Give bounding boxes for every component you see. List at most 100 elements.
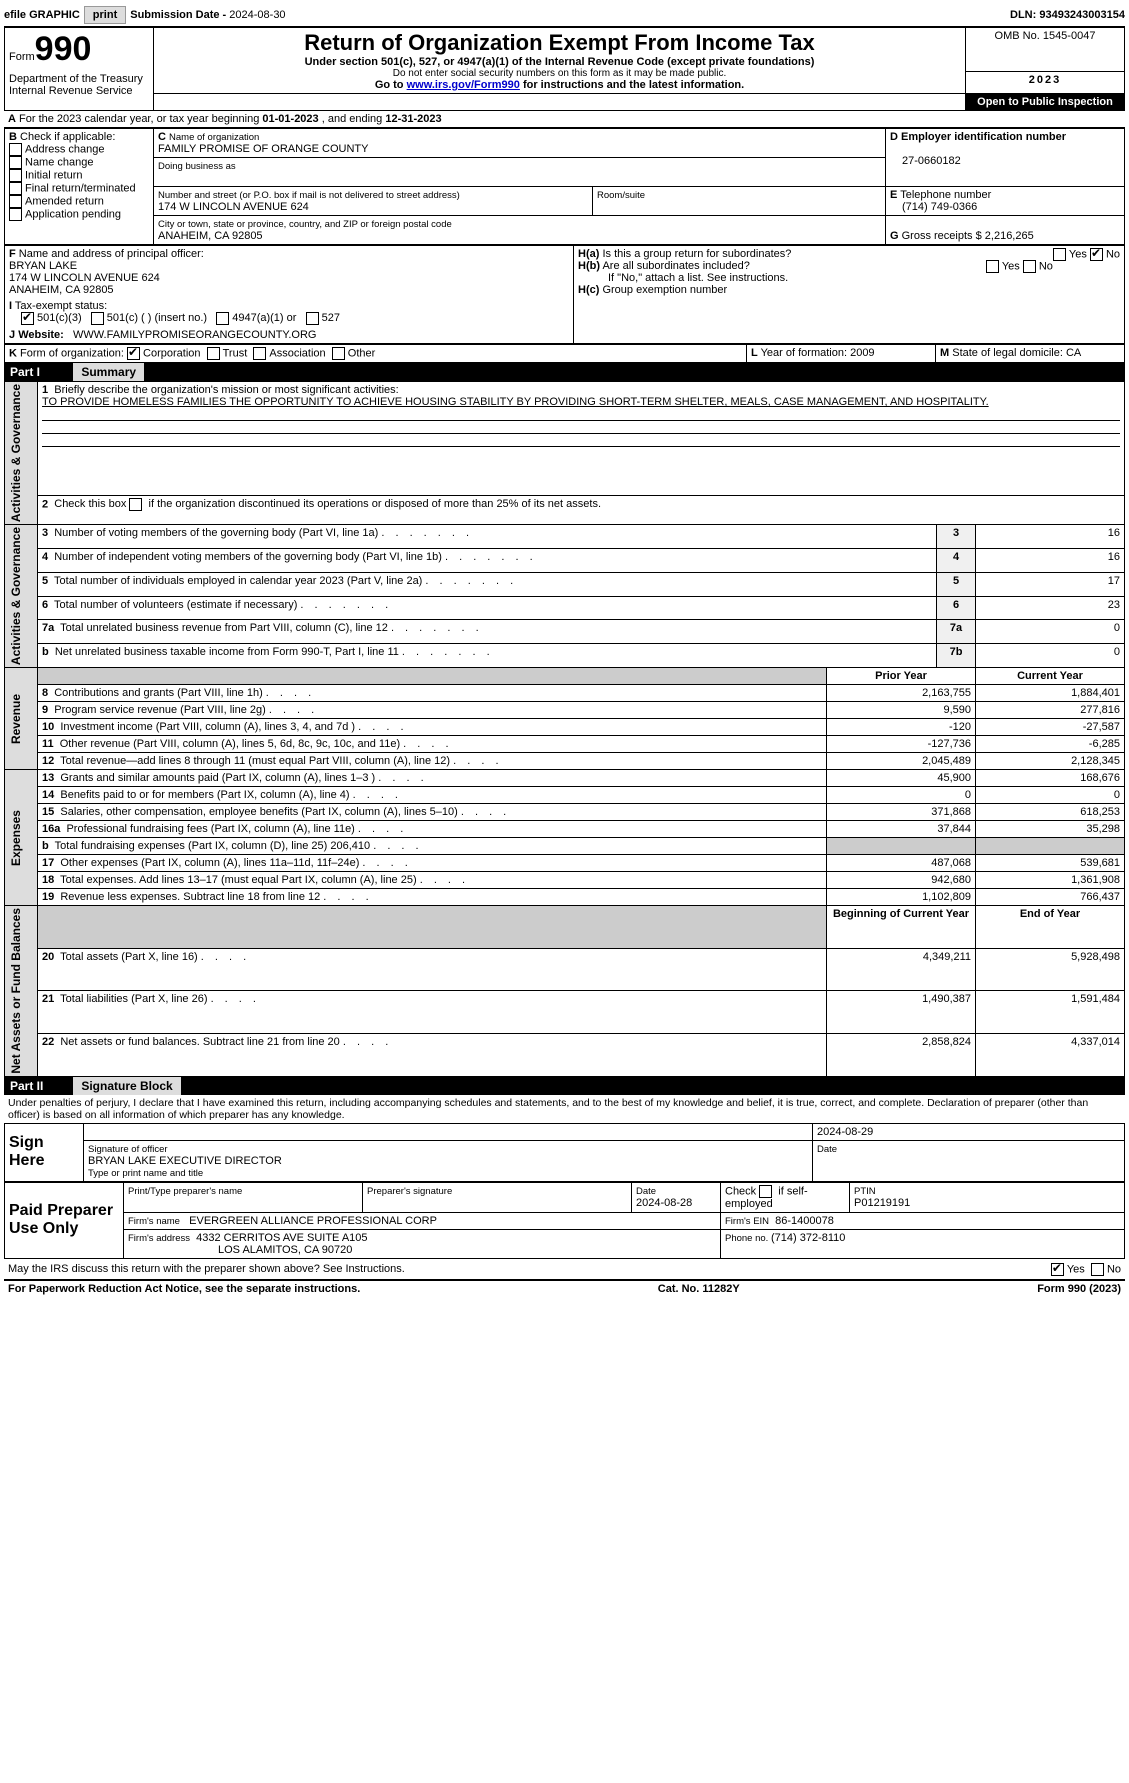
form-subtitle-3: Go to www.irs.gov/Form990 for instructio… (158, 79, 961, 91)
state-domicile: CA (1066, 347, 1081, 359)
net-table: Net Assets or Fund Balances Beginning of… (4, 905, 1125, 1077)
perjury-declaration: Under penalties of perjury, I declare th… (4, 1095, 1125, 1123)
form-org-label: Form of organization: (20, 347, 124, 359)
year-formation-label: Year of formation: (761, 347, 850, 359)
l2-checkbox[interactable] (129, 498, 142, 511)
assoc-checkbox[interactable] (253, 347, 266, 360)
phone-label: Telephone number (900, 189, 991, 201)
hb-no-checkbox[interactable] (1023, 260, 1036, 273)
ein-label: Employer identification number (901, 131, 1066, 143)
dln: DLN: 93493243003154 (1010, 9, 1125, 21)
irs-link[interactable]: www.irs.gov/Form990 (407, 79, 520, 91)
city-value: ANAHEIM, CA 92805 (158, 230, 263, 242)
year-formation: 2009 (850, 347, 874, 359)
l1-value: TO PROVIDE HOMELESS FAMILIES THE OPPORTU… (42, 396, 989, 408)
sig-officer-label: Signature of officer (88, 1144, 168, 1155)
firm-ein-label: Firm's EIN (725, 1216, 769, 1227)
efile-label: efile GRAPHIC (4, 9, 80, 21)
ha-no-checkbox[interactable] (1090, 248, 1103, 261)
hc-label: Group exemption number (602, 284, 727, 296)
application-pending-checkbox[interactable] (9, 208, 22, 221)
exp-table: Expenses13 Grants and similar amounts pa… (4, 769, 1125, 906)
trust-checkbox[interactable] (207, 347, 220, 360)
officer-name: BRYAN LAKE (9, 260, 77, 272)
type-name-label: Type or print name and title (88, 1168, 203, 1179)
ptin-label: PTIN (854, 1186, 876, 1197)
state-domicile-label: State of legal domicile: (952, 347, 1066, 359)
prep-name-label: Print/Type preparer's name (128, 1186, 242, 1197)
initial-return-label: Initial return (25, 169, 82, 181)
ha-yes-checkbox[interactable] (1053, 248, 1066, 261)
initial-return-checkbox[interactable] (9, 169, 22, 182)
527-checkbox[interactable] (306, 312, 319, 325)
street-label: Number and street (or P.O. box if mail i… (158, 190, 460, 201)
final-return-checkbox[interactable] (9, 182, 22, 195)
b-label: Check if applicable: (20, 131, 115, 143)
hb-label: Are all subordinates included? (602, 260, 749, 272)
l2-label: Check this box if the organization disco… (54, 498, 601, 510)
501c-checkbox[interactable] (91, 312, 104, 325)
paid-preparer-table: Paid Preparer Use Only Print/Type prepar… (4, 1182, 1125, 1259)
address-change-label: Address change (25, 143, 105, 155)
city-label: City or town, state or province, country… (158, 219, 452, 230)
rev-table: Revenue Prior YearCurrent Year8 Contribu… (4, 667, 1125, 770)
sign-here-label: Sign Here (5, 1123, 84, 1181)
form-word: Form (9, 51, 35, 63)
officer-name-title: BRYAN LAKE EXECUTIVE DIRECTOR (88, 1155, 282, 1167)
address-change-checkbox[interactable] (9, 143, 22, 156)
self-employed: Check if self-employed (721, 1182, 850, 1212)
website-label: Website: (18, 329, 64, 341)
part2-header: Part II Signature Block (4, 1077, 1125, 1095)
omb-number: OMB No. 1545-0047 (966, 28, 1125, 72)
paid-preparer-label: Paid Preparer Use Only (5, 1182, 124, 1258)
prep-date: 2024-08-28 (636, 1197, 692, 1209)
corp-checkbox[interactable] (127, 347, 140, 360)
4947-checkbox[interactable] (216, 312, 229, 325)
firm-ein: 86-1400078 (775, 1215, 834, 1227)
form-number: 990 (35, 30, 92, 68)
name-change-label: Name change (25, 156, 94, 168)
form-subtitle-1: Under section 501(c), 527, or 4947(a)(1)… (158, 56, 961, 68)
part1-header: Part I Summary (4, 363, 1125, 381)
gov-side-label: Activities & Governance (9, 384, 23, 522)
open-to-public: Open to Public Inspection (966, 94, 1125, 111)
footer-right: Form 990 (2023) (1037, 1283, 1121, 1295)
firm-name-label: Firm's name (128, 1216, 180, 1227)
amended-return-checkbox[interactable] (9, 195, 22, 208)
footer-mid: Cat. No. 11282Y (658, 1283, 740, 1295)
name-change-checkbox[interactable] (9, 156, 22, 169)
sign-here-table: Sign Here 2024-08-29 Signature of office… (4, 1123, 1125, 1182)
phone-value: (714) 749-0366 (890, 201, 977, 213)
firm-addr2: LOS ALAMITOS, CA 90720 (128, 1244, 352, 1256)
form-subtitle-2: Do not enter social security numbers on … (158, 68, 961, 79)
top-bar: efile GRAPHIC print Submission Date - 20… (4, 4, 1125, 27)
ptin: P01219191 (854, 1197, 910, 1209)
firm-name: EVERGREEN ALLIANCE PROFESSIONAL CORP (189, 1215, 437, 1227)
hb-yes-checkbox[interactable] (986, 260, 999, 273)
sign-date: 2024-08-29 (813, 1123, 1125, 1140)
prep-sig-label: Preparer's signature (367, 1186, 452, 1197)
self-employed-checkbox[interactable] (759, 1185, 772, 1198)
street-value: 174 W LINCOLN AVENUE 624 (158, 201, 309, 213)
501c3-checkbox[interactable] (21, 312, 34, 325)
officer-addr2: ANAHEIM, CA 92805 (9, 284, 114, 296)
hb-note: If "No," attach a list. See instructions… (578, 272, 788, 284)
line-a: A For the 2023 calendar year, or tax yea… (4, 111, 1125, 128)
tax-year: 2023 (966, 71, 1125, 94)
org-name: FAMILY PROMISE OF ORANGE COUNTY (158, 143, 368, 155)
final-return-label: Final return/terminated (25, 182, 136, 194)
gov-rows: Activities & Governance3 Number of votin… (4, 524, 1125, 668)
print-button[interactable]: print (84, 6, 126, 24)
l1-label: Briefly describe the organization's miss… (54, 384, 398, 396)
gross-receipts-value: 2,216,265 (985, 230, 1034, 242)
amended-return-label: Amended return (25, 195, 104, 207)
discuss-line: May the IRS discuss this return with the… (4, 1259, 1125, 1281)
other-checkbox[interactable] (332, 347, 345, 360)
officer-label: Name and address of principal officer: (19, 248, 204, 260)
discuss-yes-checkbox[interactable] (1051, 1263, 1064, 1276)
klm-block: K Form of organization: Corporation Trus… (4, 344, 1125, 363)
firm-addr1: 4332 CERRITOS AVE SUITE A105 (196, 1232, 367, 1244)
date-label: Date (817, 1144, 837, 1155)
org-name-label: Name of organization (169, 132, 259, 143)
discuss-no-checkbox[interactable] (1091, 1263, 1104, 1276)
